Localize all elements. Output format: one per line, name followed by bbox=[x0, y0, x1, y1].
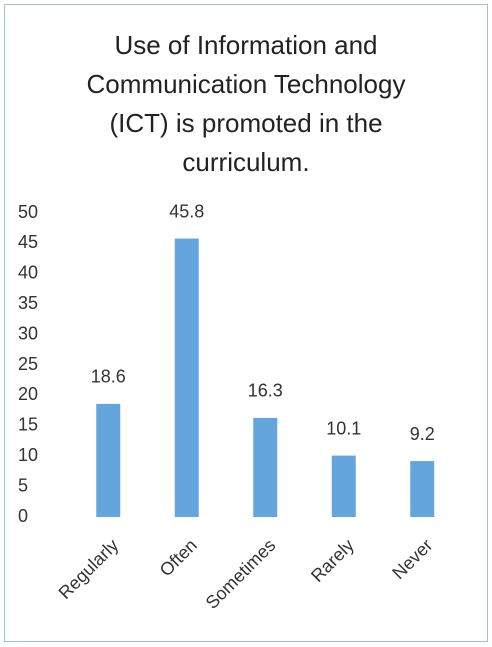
y-tick-label: 50 bbox=[18, 202, 38, 222]
data-label: 16.3 bbox=[248, 381, 283, 401]
y-tick-label: 10 bbox=[18, 445, 38, 465]
x-tick-label: Rarely bbox=[307, 535, 358, 586]
x-tick-label: Regularly bbox=[55, 535, 123, 603]
bar bbox=[96, 403, 121, 517]
y-tick-label: 15 bbox=[18, 415, 38, 435]
bar bbox=[174, 238, 199, 517]
y-tick-label: 45 bbox=[18, 232, 38, 252]
x-tick-label: Often bbox=[156, 535, 201, 580]
y-tick-label: 35 bbox=[18, 293, 38, 313]
chart-title: Use of Information and Communication Tec… bbox=[86, 30, 406, 177]
bar bbox=[331, 455, 356, 517]
y-tick-label: 40 bbox=[18, 263, 38, 283]
y-tick-label: 25 bbox=[18, 354, 38, 374]
bar bbox=[410, 461, 435, 517]
data-label: 9.2 bbox=[410, 424, 435, 444]
y-tick-label: 30 bbox=[18, 323, 38, 343]
data-label: 18.6 bbox=[91, 367, 126, 387]
y-tick-label: 5 bbox=[18, 475, 28, 495]
x-tick-label: Sometimes bbox=[202, 535, 280, 613]
y-tick-label: 0 bbox=[18, 506, 28, 526]
x-tick-label: Never bbox=[388, 535, 436, 583]
chart-frame bbox=[4, 4, 488, 642]
data-label: 45.8 bbox=[169, 201, 204, 221]
bar bbox=[253, 417, 278, 517]
data-label: 10.1 bbox=[326, 418, 361, 438]
y-tick-label: 20 bbox=[18, 384, 38, 404]
